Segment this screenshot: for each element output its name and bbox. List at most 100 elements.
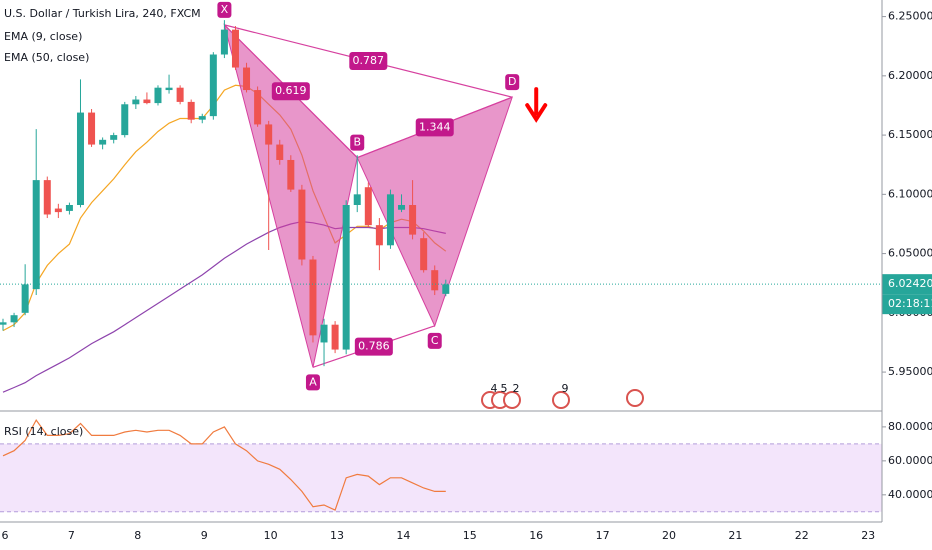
x-tick-label: 10 bbox=[264, 529, 278, 542]
legend-ema50: EMA (50, close) bbox=[4, 51, 89, 64]
rsi-line bbox=[2, 418, 446, 511]
candle-body bbox=[243, 67, 251, 91]
countdown-label: 02:18:11 bbox=[888, 297, 932, 310]
candle-body bbox=[231, 29, 239, 68]
candle-body bbox=[121, 104, 129, 136]
legend-rsi: RSI (14, close) bbox=[4, 425, 83, 438]
ratio-box bbox=[271, 82, 310, 101]
y-tick-label: 6.25000 bbox=[888, 10, 932, 23]
ratio-box bbox=[354, 337, 393, 356]
point-label: X bbox=[221, 3, 229, 16]
ratio-box bbox=[349, 52, 388, 71]
candle-body bbox=[309, 259, 317, 336]
x-tick-label: 16 bbox=[529, 529, 543, 542]
event-icon bbox=[552, 391, 570, 409]
x-tick-label: 6 bbox=[2, 529, 9, 542]
y-tick-label: 6.15000 bbox=[888, 128, 932, 141]
candle-body bbox=[353, 194, 361, 205]
legend-ema9: EMA (9, close) bbox=[4, 30, 82, 43]
x-tick-label: 17 bbox=[596, 529, 610, 542]
candle-body bbox=[398, 205, 406, 210]
candle-body bbox=[420, 238, 428, 271]
x-tick-label: 15 bbox=[463, 529, 477, 542]
ratio-box bbox=[415, 118, 454, 137]
candle-body bbox=[110, 135, 118, 140]
candle-body bbox=[10, 315, 18, 323]
event-count: 4 bbox=[491, 382, 498, 395]
candle-body bbox=[287, 159, 295, 190]
rsi-tick-label: 60.0000 bbox=[888, 454, 932, 467]
candle-body bbox=[132, 99, 140, 105]
x-tick-label: 14 bbox=[396, 529, 410, 542]
y-tick-label: 5.95000 bbox=[888, 365, 932, 378]
last-price-label: 6.02420 bbox=[888, 277, 932, 290]
x-tick-label: 8 bbox=[134, 529, 141, 542]
ratio-label: 0.619 bbox=[275, 84, 307, 97]
legend-title: U.S. Dollar / Turkish Lira, 240, FXCM bbox=[4, 7, 201, 20]
candle-body bbox=[220, 29, 228, 55]
candle-body bbox=[431, 270, 439, 291]
ema-line bbox=[2, 220, 446, 393]
candle-body bbox=[442, 284, 450, 294]
point-box bbox=[305, 374, 320, 391]
x-tick-label: 7 bbox=[68, 529, 75, 542]
point-box bbox=[505, 74, 520, 91]
y-tick-label: 6.20000 bbox=[888, 69, 932, 82]
event-count: 5 bbox=[501, 382, 508, 395]
candle-body bbox=[0, 322, 7, 325]
x-tick-label: 22 bbox=[795, 529, 809, 542]
candle-body bbox=[54, 208, 62, 213]
x-tick-label: 21 bbox=[728, 529, 742, 542]
candle-body bbox=[165, 87, 173, 91]
candle-body bbox=[276, 144, 284, 160]
candle-body bbox=[209, 54, 217, 117]
candle-body bbox=[375, 225, 383, 246]
candle-body bbox=[409, 205, 417, 235]
candle-body bbox=[320, 324, 328, 343]
point-box bbox=[217, 1, 232, 18]
candle-body bbox=[265, 124, 273, 145]
ratio-label: 0.787 bbox=[353, 54, 385, 67]
candle-body bbox=[65, 205, 73, 211]
point-label: C bbox=[431, 334, 439, 347]
candle-body bbox=[198, 116, 206, 120]
candle-body bbox=[88, 112, 96, 145]
point-box bbox=[427, 332, 442, 349]
candle-body bbox=[342, 205, 350, 350]
candle-body bbox=[298, 189, 306, 260]
point-label: B bbox=[353, 136, 361, 149]
x-tick-label: 9 bbox=[201, 529, 208, 542]
rsi-tick-label: 80.0000 bbox=[888, 420, 932, 433]
candle-body bbox=[331, 324, 339, 350]
candle-body bbox=[176, 87, 184, 102]
candle-body bbox=[32, 180, 40, 290]
x-tick-label: 13 bbox=[330, 529, 344, 542]
rsi-tick-label: 40.0000 bbox=[888, 488, 932, 501]
candle-body bbox=[154, 87, 162, 104]
candle-body bbox=[99, 139, 107, 145]
point-box bbox=[350, 134, 365, 151]
candle-body bbox=[386, 194, 394, 246]
ratio-label: 0.786 bbox=[358, 340, 390, 353]
candle-body bbox=[254, 90, 262, 125]
candle-body bbox=[364, 187, 372, 226]
candle-body bbox=[43, 180, 51, 215]
point-label: D bbox=[508, 75, 516, 88]
sell-arrow bbox=[525, 87, 548, 123]
candle-body bbox=[76, 112, 84, 205]
event-icon bbox=[626, 389, 644, 407]
candle-body bbox=[187, 101, 195, 120]
event-count: 2 bbox=[513, 382, 520, 395]
event-count: 9 bbox=[562, 382, 569, 395]
x-tick-label: 23 bbox=[861, 529, 875, 542]
rsi-band bbox=[0, 443, 882, 512]
last-price-box bbox=[882, 274, 932, 295]
candle-body bbox=[143, 99, 151, 104]
candle-body bbox=[21, 284, 29, 313]
ratio-label: 1.344 bbox=[419, 120, 451, 133]
x-tick-label: 20 bbox=[662, 529, 676, 542]
y-tick-label: 6.05000 bbox=[888, 247, 932, 260]
y-tick-label: 6.10000 bbox=[888, 187, 932, 200]
